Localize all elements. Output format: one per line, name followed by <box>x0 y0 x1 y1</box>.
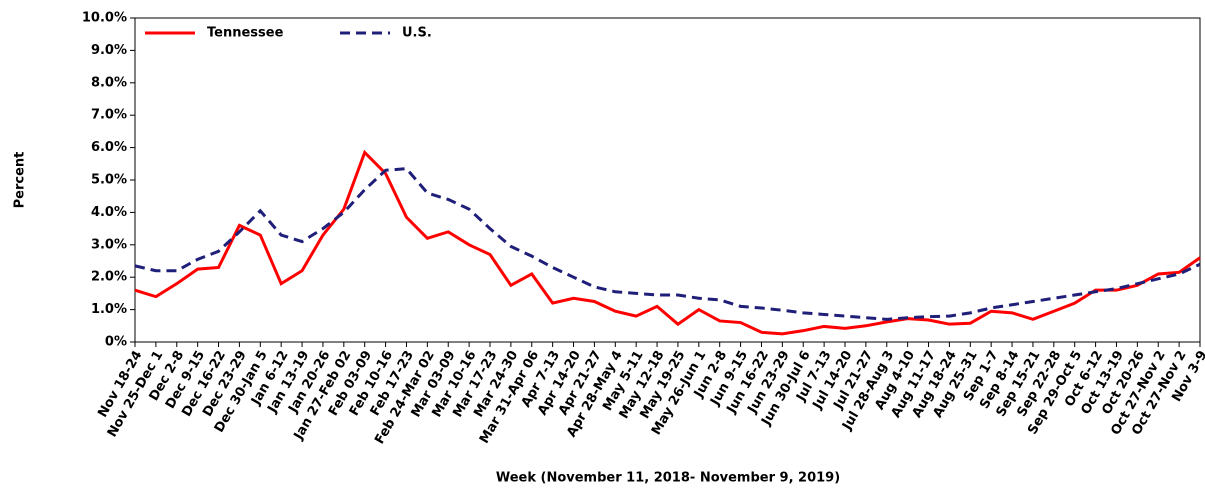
y-tick-label: 7.0% <box>91 108 127 123</box>
y-tick-label: 1.0% <box>91 302 127 317</box>
plot-frame <box>135 17 1201 342</box>
y-tick-label: 6.0% <box>91 140 127 155</box>
y-tick-label: 2.0% <box>91 270 127 285</box>
y-tick-label: 8.0% <box>91 75 127 90</box>
y-tick-label: 5.0% <box>91 173 127 188</box>
y-tick-label: 3.0% <box>91 237 127 252</box>
legend-label: Tennessee <box>207 26 284 41</box>
y-tick-label: 4.0% <box>91 205 127 220</box>
y-tick-label: 9.0% <box>91 43 127 58</box>
series-line <box>134 167 1201 321</box>
y-tick-label: 0% <box>105 335 127 350</box>
y-tick-label: 10.0% <box>82 11 127 26</box>
legend-label: U.S. <box>402 26 432 41</box>
x-axis-title: Week (November 11, 2018- November 9, 201… <box>496 471 840 486</box>
y-axis-title: Percent <box>13 152 28 209</box>
series-line <box>134 149 1201 336</box>
